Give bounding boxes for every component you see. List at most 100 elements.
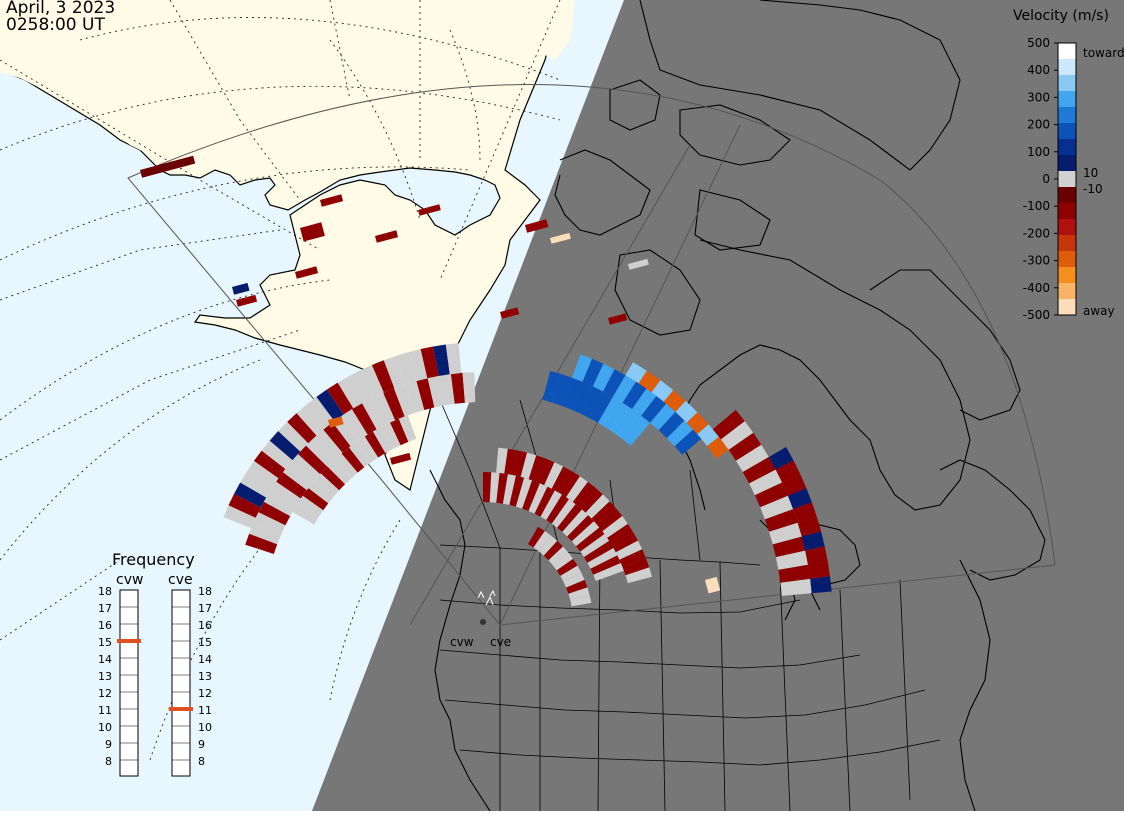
colorbar-segment xyxy=(1058,59,1076,76)
velocity-gate xyxy=(619,549,646,568)
velocity-gate xyxy=(341,447,365,473)
velocity-gate xyxy=(263,491,296,517)
velocity-gate xyxy=(705,576,721,594)
velocity-gate xyxy=(418,204,441,216)
velocity-gate xyxy=(760,495,794,520)
velocity-gate xyxy=(320,466,346,491)
velocity-gate xyxy=(427,375,445,408)
velocity-gate xyxy=(742,457,776,484)
velocity-gate xyxy=(593,563,624,581)
velocity-gate xyxy=(793,502,817,523)
velocity-gate xyxy=(236,294,258,307)
velocity-gate xyxy=(560,565,582,582)
velocity-gate xyxy=(579,487,603,513)
colorbar-toward-label: toward xyxy=(1083,46,1124,60)
frequency-scale-label: 10 xyxy=(198,721,212,734)
frequency-scale-label: 14 xyxy=(198,653,212,666)
velocity-gate xyxy=(290,454,321,482)
velocity-gate xyxy=(563,572,585,588)
velocity-gate xyxy=(300,222,325,242)
velocity-gate xyxy=(383,355,406,389)
colorbar-tick-label: 300 xyxy=(1027,90,1050,104)
velocity-gate xyxy=(602,516,628,538)
velocity-gate xyxy=(584,540,614,563)
velocity-gate xyxy=(550,232,571,244)
velocity-gate xyxy=(297,495,324,518)
colorbar-segment xyxy=(1058,155,1076,172)
velocity-gate xyxy=(342,409,368,441)
velocity-gate xyxy=(576,527,605,552)
frequency-bar-cvw xyxy=(119,589,139,777)
frequency-scale-label: 18 xyxy=(98,585,112,598)
velocity-gate xyxy=(515,477,533,509)
velocity-gate xyxy=(674,429,702,455)
colorbar-segment xyxy=(1058,75,1076,92)
velocity-gate xyxy=(405,381,425,413)
colorbar-tick-label: -100 xyxy=(1023,199,1050,213)
velocity-gate xyxy=(390,418,409,446)
site-glyph-icon xyxy=(477,589,496,606)
velocity-gate xyxy=(327,459,352,485)
velocity-gate xyxy=(533,531,552,552)
velocity-gate xyxy=(362,397,386,430)
colorbar-segment xyxy=(1058,43,1076,60)
colorbar-tick-label: 0 xyxy=(1042,172,1050,186)
velocity-gate xyxy=(258,501,291,526)
velocity-gate xyxy=(571,381,593,414)
colorbar-tick-label: 100 xyxy=(1027,145,1050,159)
coastlines-night xyxy=(429,0,1046,812)
velocity-gate xyxy=(587,548,618,569)
velocity-gate xyxy=(528,455,546,482)
velocity-gate xyxy=(566,579,588,594)
velocity-gate xyxy=(606,402,633,434)
colorbar-tick-label: -200 xyxy=(1023,226,1050,240)
velocity-gate xyxy=(292,503,319,525)
velocity-gate xyxy=(528,526,545,548)
velocity-gate xyxy=(502,474,516,505)
velocity-gate xyxy=(641,395,667,423)
velocity-gate xyxy=(408,349,428,382)
velocity-gate xyxy=(582,358,604,387)
velocity-gate xyxy=(234,482,267,508)
velocity-gate xyxy=(768,447,794,470)
velocity-gate xyxy=(269,431,301,461)
velocity-gate xyxy=(544,462,564,489)
colorbar-segment xyxy=(1058,171,1076,188)
velocity-gate xyxy=(542,370,562,403)
velocity-gate xyxy=(559,471,580,498)
radar-site-marker xyxy=(480,619,486,625)
velocity-gate xyxy=(337,376,364,409)
colorbar-segment xyxy=(1058,299,1076,316)
velocity-gate xyxy=(450,372,465,404)
colorbar-tick-label: -500 xyxy=(1023,308,1050,322)
velocity-gate xyxy=(561,377,583,410)
frequency-scale-label: 16 xyxy=(98,619,112,632)
colorbar-threshold-neg: -10 xyxy=(1083,182,1103,196)
velocity-gate xyxy=(297,445,328,475)
velocity-gate xyxy=(590,555,621,575)
velocity-gate xyxy=(287,413,317,444)
frequency-scale-label: 16 xyxy=(198,619,212,632)
velocity-gate xyxy=(638,370,661,393)
velocity-gate xyxy=(572,481,596,508)
velocity-gate xyxy=(261,440,293,469)
velocity-gate xyxy=(780,578,812,596)
colorbar-segment xyxy=(1058,91,1076,108)
velocity-gate xyxy=(632,388,657,416)
frequency-scale-label: 12 xyxy=(198,687,212,700)
colorbar-segment xyxy=(1058,251,1076,268)
date-label: April, 3 2023 xyxy=(6,0,116,18)
velocity-gate xyxy=(509,475,525,507)
velocity-gate xyxy=(571,354,593,382)
velocity-gate xyxy=(360,365,384,398)
velocity-gate xyxy=(546,494,569,524)
velocity-gate xyxy=(351,403,377,435)
velocity-gate xyxy=(782,474,807,496)
colorbar-segment xyxy=(1058,235,1076,252)
velocity-gate xyxy=(769,522,802,545)
velocity-gate xyxy=(562,509,589,537)
radar-sites: cvw cve xyxy=(450,589,511,649)
velocity-gate xyxy=(140,155,196,178)
colorbar-away-label: away xyxy=(1083,304,1115,318)
